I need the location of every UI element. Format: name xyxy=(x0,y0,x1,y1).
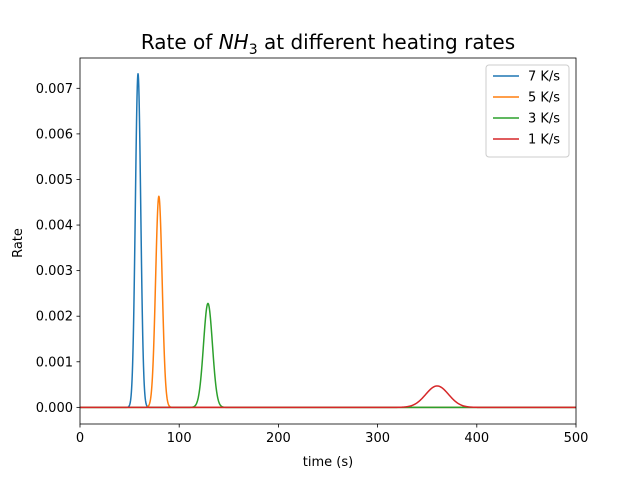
y-axis-label: Rate xyxy=(11,228,26,258)
y-tick-label: 0.002 xyxy=(36,310,73,325)
y-tick-label: 0.006 xyxy=(36,127,73,142)
legend-label: 3 K/s xyxy=(528,112,560,127)
title-species: NH xyxy=(219,30,249,54)
x-tick-label: 200 xyxy=(266,431,291,446)
y-tick-label: 0.007 xyxy=(36,82,73,97)
legend-label: 7 K/s xyxy=(528,70,560,85)
legend-label: 5 K/s xyxy=(528,91,560,106)
y-tick-label: 0.003 xyxy=(36,264,73,279)
title-subscript: 3 xyxy=(249,42,258,58)
legend: 7 K/s 5 K/s 3 K/s 1 K/s xyxy=(485,64,570,158)
x-axis-label: time (s) xyxy=(303,455,353,470)
title-suffix: at different heating rates xyxy=(258,30,516,54)
y-tick-label: 0.004 xyxy=(36,219,73,234)
x-tick-label: 0 xyxy=(76,431,84,446)
x-tick-label: 500 xyxy=(564,431,589,446)
x-tick-label: 100 xyxy=(167,431,192,446)
axes-frame xyxy=(79,57,577,425)
y-tick-label: 0.000 xyxy=(36,401,73,416)
legend-label: 1 K/s xyxy=(528,133,560,148)
chart-title: Rate of NH3 at different heating rates xyxy=(141,30,515,58)
x-tick-label: 400 xyxy=(464,431,489,446)
x-tick-label: 300 xyxy=(365,431,390,446)
series-group xyxy=(80,72,576,409)
plot-area: 0 100 200 300 400 500 0.000 0.001 0.002 0.003 0.00… xyxy=(36,57,589,446)
series-line-4 xyxy=(80,385,576,409)
legend-box xyxy=(485,64,570,158)
title-prefix: Rate of xyxy=(141,30,219,54)
y-tick-label: 0.001 xyxy=(36,355,73,370)
y-tick-label: 0.005 xyxy=(36,173,73,188)
